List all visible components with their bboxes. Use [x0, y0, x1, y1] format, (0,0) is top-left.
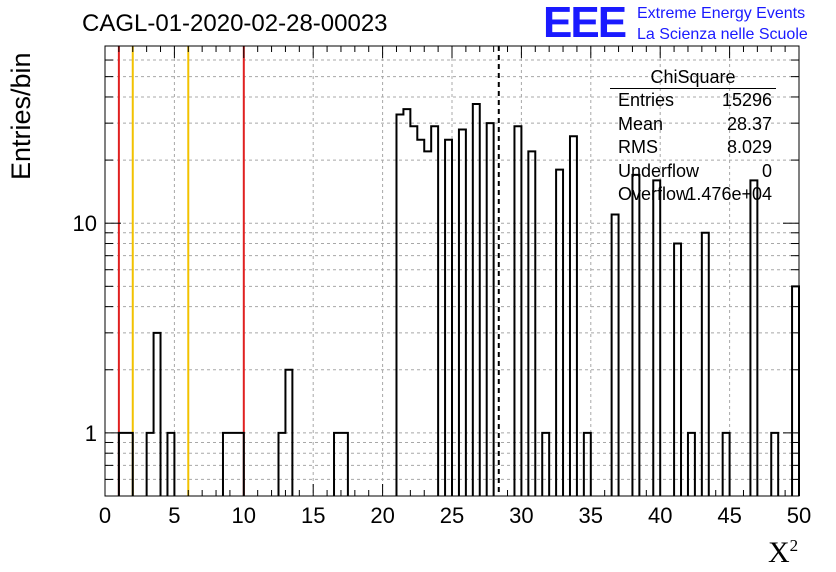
histogram-bin — [688, 433, 695, 496]
histogram-bin — [403, 109, 410, 496]
stats-value: 28.37 — [726, 113, 772, 134]
chart-title: CAGL-01-2020-02-28-00023 — [82, 10, 388, 37]
y-tick-label: 10 — [73, 211, 97, 236]
stats-key: RMS — [618, 137, 658, 157]
stats-title: ChiSquare — [610, 67, 776, 89]
histogram-bin — [487, 123, 494, 496]
histogram-bin — [431, 126, 438, 496]
stats-key: Overflow — [618, 184, 690, 204]
histogram-bin — [126, 433, 133, 496]
x-tick-label: 15 — [301, 503, 325, 528]
stats-row-overflow: Overflow 1.476e+04 — [612, 183, 772, 207]
x-tick-label: 5 — [168, 503, 180, 528]
eee-logo-mark: EEE — [543, 0, 627, 47]
stats-box: ChiSquare Entries 15296 Mean 28.37 RMS 8.02… — [610, 67, 776, 207]
histogram-bin — [396, 114, 403, 496]
histogram-bin — [570, 136, 577, 496]
histogram-bin — [279, 433, 286, 496]
x-tick-label: 35 — [579, 503, 603, 528]
histogram-bin — [334, 433, 341, 496]
y-tick-label: 1 — [85, 421, 97, 446]
x-tick-label: 0 — [99, 503, 111, 528]
logo-line-2: La Scienza nelle Scuole — [637, 26, 808, 43]
histogram-bin — [459, 129, 466, 496]
logo-line-1: Extreme Energy Events — [637, 5, 806, 22]
histogram-bin — [771, 433, 778, 496]
stats-value: 15296 — [721, 90, 772, 110]
histogram-bin — [542, 433, 549, 496]
histogram-bin — [167, 433, 174, 496]
histogram-bin — [147, 433, 154, 496]
histogram-bin — [528, 151, 535, 496]
histogram-bin — [632, 175, 639, 496]
histogram-bin — [237, 433, 244, 496]
x-tick-label: 10 — [232, 503, 256, 528]
histogram-bin — [230, 433, 237, 496]
histogram-bin — [119, 433, 126, 496]
histogram-bin — [285, 370, 292, 496]
x-tick-label: 45 — [717, 503, 741, 528]
stats-value: 0 — [761, 160, 772, 181]
histogram-bin — [792, 286, 799, 496]
stats-key: Mean — [618, 113, 664, 134]
x-tick-label: 25 — [440, 503, 464, 528]
histogram-bin — [410, 126, 417, 496]
histogram-bin — [723, 433, 730, 496]
histogram-bin — [653, 180, 660, 496]
stats-row-underflow: Underflow 0 — [612, 160, 772, 184]
stats-key: Entries — [618, 90, 675, 110]
histogram-bin — [223, 433, 230, 496]
histogram-bin — [473, 104, 480, 496]
stats-row-entries: Entries 15296 — [612, 89, 772, 113]
x-axis-label-sup: 2 — [789, 536, 799, 555]
eee-logo: EEE Extreme Energy Events La Scienza nel… — [543, 0, 833, 47]
x-tick-label: 30 — [509, 503, 533, 528]
histogram-bin — [514, 126, 521, 496]
y-axis-label: Entries/bin — [6, 52, 36, 180]
histogram-bin — [341, 433, 348, 496]
histogram-bars — [117, 103, 800, 496]
x-tick-label: 40 — [648, 503, 672, 528]
histogram-bin — [556, 170, 563, 496]
histogram-bin — [445, 140, 452, 496]
histogram-bin — [612, 215, 619, 496]
histogram-bin — [417, 140, 424, 496]
x-axis-label: X2 — [768, 536, 798, 570]
histogram-bin — [424, 151, 431, 496]
x-tick-label: 50 — [787, 503, 811, 528]
histogram-bin — [674, 244, 681, 496]
stats-row-mean: Mean 28.37 — [612, 113, 772, 137]
histogram-bin — [750, 180, 757, 496]
x-tick-label: 20 — [370, 503, 394, 528]
stats-value: 1.476e+04 — [686, 184, 772, 204]
stats-row-rms: RMS 8.029 — [612, 136, 772, 160]
histogram-bin — [702, 233, 709, 496]
histogram-bin — [154, 333, 161, 496]
x-axis-label-base: X — [768, 536, 790, 569]
stats-key: Underflow — [618, 160, 700, 181]
histogram-bin — [584, 433, 591, 496]
stats-value: 8.029 — [726, 137, 772, 157]
